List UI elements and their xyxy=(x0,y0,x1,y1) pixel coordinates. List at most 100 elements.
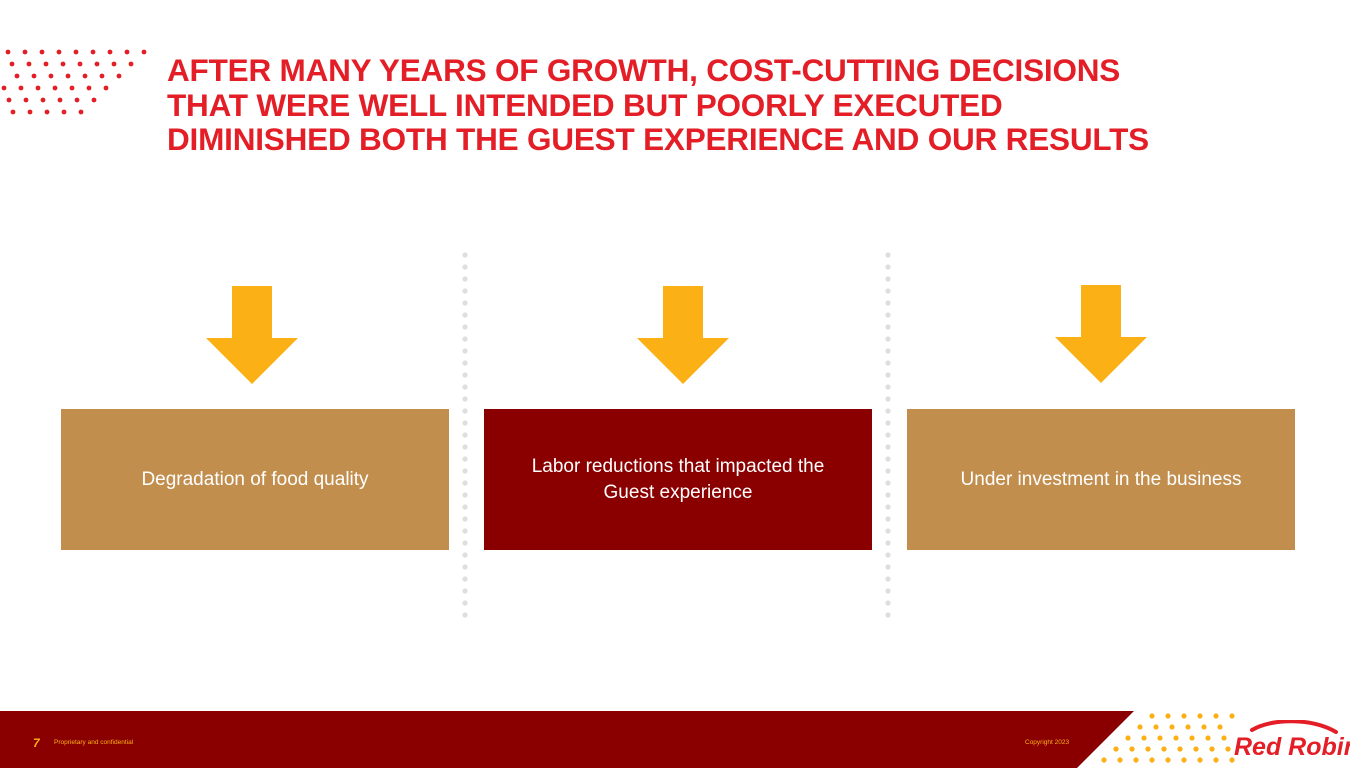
decorative-dot xyxy=(1213,713,1219,719)
slide-title: AFTER MANY YEARS OF GROWTH, COST-CUTTING… xyxy=(167,53,1277,157)
divider-dot xyxy=(885,600,891,606)
divider-dot xyxy=(462,588,468,594)
divider-dot xyxy=(462,480,468,486)
divider-dot xyxy=(462,396,468,402)
divider-dot xyxy=(885,348,891,354)
decorative-dot xyxy=(1165,713,1171,719)
divider-dot xyxy=(885,384,891,390)
decorative-dot xyxy=(18,85,24,91)
divider-dot xyxy=(462,360,468,366)
decorative-dot xyxy=(27,109,33,115)
divider-dot xyxy=(885,336,891,342)
decorative-dot xyxy=(43,61,49,67)
decorative-dot xyxy=(1181,713,1187,719)
decorative-dot xyxy=(1,85,7,91)
divider-dot xyxy=(462,552,468,558)
decorative-dot xyxy=(1161,746,1167,752)
decorative-dot xyxy=(57,97,63,103)
box-under-investment: Under investment in the business xyxy=(907,409,1295,550)
decorative-dot xyxy=(65,73,71,79)
divider-dot xyxy=(462,300,468,306)
decorative-dot xyxy=(73,49,79,55)
decorative-dot xyxy=(94,61,100,67)
page-number: 7 xyxy=(33,736,40,750)
decorative-dot xyxy=(90,49,96,55)
decorative-dot xyxy=(22,49,28,55)
divider-dot xyxy=(462,348,468,354)
decorative-dot xyxy=(1117,757,1123,763)
divider-dot xyxy=(885,372,891,378)
divider-dot xyxy=(885,360,891,366)
divider-dot xyxy=(462,612,468,618)
decorative-dot xyxy=(99,73,105,79)
decorative-dot xyxy=(128,61,134,67)
decorative-dot xyxy=(1193,746,1199,752)
decorative-dot xyxy=(5,49,11,55)
divider-dot xyxy=(885,396,891,402)
divider-dot xyxy=(462,564,468,570)
box-food-quality: Degradation of food quality xyxy=(61,409,449,550)
down-arrow-icon xyxy=(1055,285,1147,383)
decorative-dot xyxy=(44,109,50,115)
title-line-3: DIMINISHED BOTH THE GUEST EXPERIENCE AND… xyxy=(167,121,1149,157)
divider-dot xyxy=(885,552,891,558)
divider-dot xyxy=(885,480,891,486)
divider-dot xyxy=(885,444,891,450)
decorative-dot xyxy=(141,49,147,55)
decorative-dot xyxy=(1137,724,1143,730)
decorative-dot xyxy=(1177,746,1183,752)
decorative-dot xyxy=(111,61,117,67)
divider-dot xyxy=(462,336,468,342)
decorative-dot xyxy=(1197,757,1203,763)
decorative-dot xyxy=(91,97,97,103)
divider-dot xyxy=(885,576,891,582)
divider-dot xyxy=(885,276,891,282)
footer-bar: 7 Proprietary and confidential Copyright… xyxy=(0,711,1365,768)
divider-dot xyxy=(885,588,891,594)
dotted-divider-right xyxy=(885,252,891,618)
decorative-dot xyxy=(1225,746,1231,752)
decorative-dot xyxy=(78,109,84,115)
decorative-dot xyxy=(1205,735,1211,741)
decorative-dot xyxy=(1169,724,1175,730)
decorative-dot xyxy=(35,85,41,91)
divider-dot xyxy=(462,468,468,474)
red-robin-logo: Red Robin xyxy=(1234,720,1350,761)
box-labor-reductions-text: Labor reductions that impacted the Guest… xyxy=(531,455,825,503)
decorative-dot xyxy=(14,73,20,79)
decorative-dot xyxy=(39,49,45,55)
decorative-dot xyxy=(1129,746,1135,752)
divider-dot xyxy=(462,264,468,270)
decorative-dot xyxy=(1229,757,1235,763)
divider-dot xyxy=(462,324,468,330)
divider-dot xyxy=(885,264,891,270)
decorative-dot xyxy=(1113,746,1119,752)
divider-dot xyxy=(462,288,468,294)
divider-dot xyxy=(462,372,468,378)
decorative-dot xyxy=(103,85,109,91)
decorative-dot xyxy=(1229,713,1235,719)
divider-dot xyxy=(462,516,468,522)
box-under-investment-text: Under investment in the business xyxy=(960,468,1242,490)
divider-dot xyxy=(885,300,891,306)
divider-dot xyxy=(462,384,468,390)
decorative-dot xyxy=(1201,724,1207,730)
title-line-2: THAT WERE WELL INTENDED BUT POORLY EXECU… xyxy=(167,86,1003,123)
decorative-dot xyxy=(1197,713,1203,719)
decorative-dot xyxy=(1221,735,1227,741)
divider-dot xyxy=(462,252,468,258)
decorative-dot xyxy=(107,49,113,55)
box-labor-reductions: Labor reductions that impacted the Guest… xyxy=(484,409,872,550)
divider-dot xyxy=(885,504,891,510)
logo-text: Red Robin xyxy=(1234,733,1350,761)
divider-dot xyxy=(885,456,891,462)
divider-dot xyxy=(885,324,891,330)
decorative-dot xyxy=(1213,757,1219,763)
title-line-1: AFTER MANY YEARS OF GROWTH, COST-CUTTING… xyxy=(167,52,1121,88)
divider-dot xyxy=(885,432,891,438)
decorative-dot xyxy=(1185,724,1191,730)
decorative-dot xyxy=(56,49,62,55)
confidential-label: Proprietary and confidential xyxy=(54,739,134,746)
decorative-dot xyxy=(1145,746,1151,752)
decorative-dot xyxy=(48,73,54,79)
